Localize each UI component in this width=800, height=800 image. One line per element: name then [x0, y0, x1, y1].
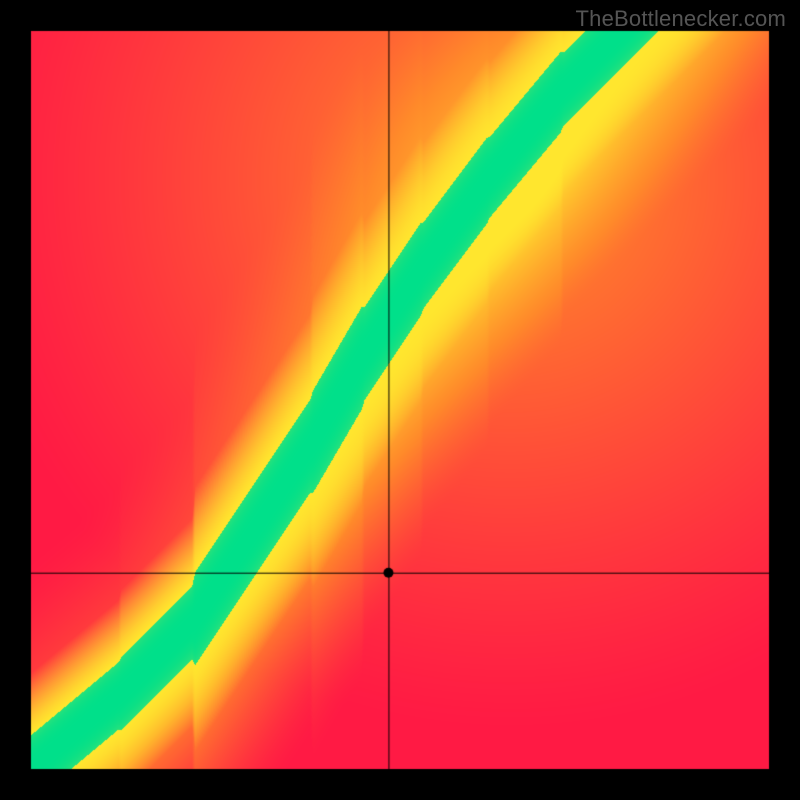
watermark-text: TheBottlenecker.com — [576, 6, 786, 32]
chart-container: TheBottlenecker.com — [0, 0, 800, 800]
bottleneck-heatmap — [0, 0, 800, 800]
